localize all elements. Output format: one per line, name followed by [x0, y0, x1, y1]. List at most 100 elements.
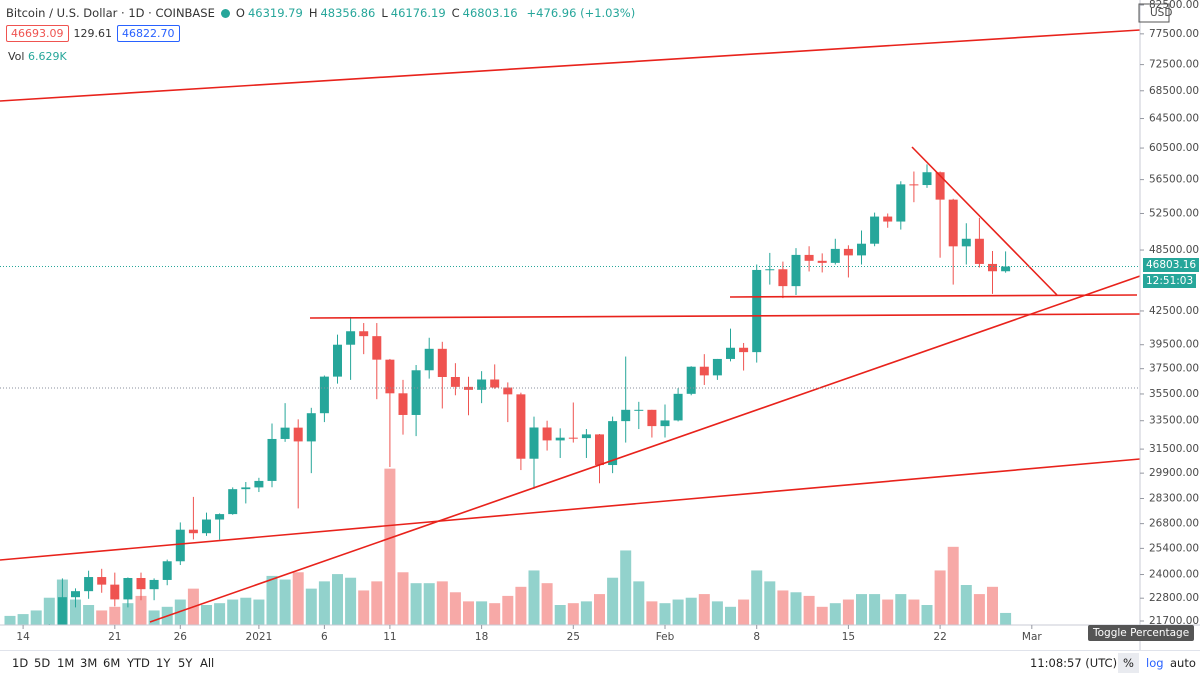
volume-bar: [83, 605, 95, 625]
y-tick-label: 48500.00: [1149, 244, 1199, 256]
volume-bar: [829, 603, 841, 625]
volume-bar: [70, 599, 81, 625]
trend-line: [729, 294, 1138, 298]
candle-layer: [48, 164, 1011, 625]
candle-body: [346, 331, 356, 345]
ohlc-key: O: [235, 6, 245, 20]
volume-value: 6.629K: [27, 50, 67, 63]
candle-body: [778, 269, 788, 287]
volume-bar: [528, 570, 540, 625]
candle-body: [123, 578, 133, 600]
range-button[interactable]: 6M: [103, 656, 121, 670]
candle-body: [791, 254, 801, 287]
volume-bar: [973, 594, 985, 625]
candle-body: [149, 579, 159, 590]
range-button[interactable]: 5D: [34, 656, 51, 670]
volume-title: Vol: [8, 50, 25, 63]
range-button[interactable]: All: [200, 656, 215, 670]
ohlc-key: L: [381, 6, 388, 20]
candle-body: [634, 409, 644, 411]
volume-bar: [358, 590, 370, 625]
candle-body: [765, 269, 775, 271]
range-button[interactable]: 1Y: [156, 656, 171, 670]
bid[interactable]: 46693.09: [6, 25, 69, 42]
y-tick-label: 39500.00: [1149, 339, 1199, 351]
candle-body: [1001, 266, 1011, 272]
ask[interactable]: 46822.70: [117, 25, 180, 42]
volume-bar: [672, 599, 684, 625]
volume-bar: [436, 581, 448, 625]
symbol: Bitcoin / U.S. Dollar · 1D · COINBASE: [6, 6, 215, 20]
volume-bar: [987, 586, 998, 625]
y-tick-label: 68500.00: [1149, 85, 1199, 97]
volume-bar: [345, 577, 357, 625]
candle-body: [870, 216, 880, 244]
candle-body: [529, 427, 539, 459]
ohlc-value: 46319.79: [247, 6, 303, 20]
log-toggle[interactable]: log: [1146, 656, 1164, 670]
trend-line: [309, 313, 1140, 319]
range-button[interactable]: 3M: [80, 656, 98, 670]
volume-bar: [725, 606, 736, 625]
candle-body: [581, 434, 591, 439]
candle-body: [922, 172, 932, 186]
volume-bar: [17, 614, 29, 625]
volume-bar: [371, 581, 383, 625]
x-tick-label: 6: [321, 631, 328, 643]
candle-body: [84, 577, 94, 592]
candle-body: [935, 172, 945, 200]
candle-body: [110, 584, 120, 600]
candle-body: [961, 238, 971, 247]
volume-bar: [266, 575, 278, 625]
volume-bar: [856, 594, 867, 625]
y-tick-label: 82500.00: [1149, 0, 1199, 11]
candle-body: [647, 409, 657, 427]
volume-bar: [148, 610, 160, 625]
y-tick-label: 77500.00: [1149, 28, 1199, 40]
y-tick-label: 21700.00: [1149, 615, 1199, 627]
y-tick-label: 31500.00: [1149, 443, 1199, 455]
volume-bar: [397, 572, 409, 625]
volume-bar: [777, 590, 789, 625]
range-button[interactable]: 1D: [12, 656, 29, 670]
percent-toggle[interactable]: %: [1118, 653, 1139, 673]
volume-bar: [567, 603, 579, 625]
tooltip: Toggle Percentage: [1088, 625, 1195, 641]
volume-bar: [934, 570, 946, 625]
candle-body: [896, 184, 906, 222]
trend-line: [911, 146, 1058, 296]
candle-body: [437, 348, 447, 377]
candle-body: [660, 420, 670, 427]
volume-bar: [790, 592, 802, 625]
candle-body: [359, 331, 369, 337]
range-button[interactable]: 5Y: [178, 656, 193, 670]
candle-body: [71, 591, 80, 598]
axis-layer: 82500.00 77500.00 72500.00 68500.00 64500.00…: [0, 0, 1199, 643]
volume-bar: [646, 601, 658, 625]
range-button[interactable]: YTD: [127, 656, 150, 670]
volume-bar: [895, 594, 907, 625]
volume-bar: [410, 583, 422, 625]
y-tick-label: 29900.00: [1149, 467, 1199, 479]
status-dot: [220, 8, 230, 18]
range-button[interactable]: 1M: [57, 656, 75, 670]
y-tick-label: 22800.00: [1149, 592, 1199, 604]
candle-body: [673, 393, 683, 421]
volume-bar: [449, 592, 461, 625]
candle-body: [202, 519, 211, 534]
y-tick-label: 60500.00: [1149, 142, 1199, 154]
candle-body: [739, 347, 749, 353]
candle-body: [857, 243, 866, 256]
candle-body: [306, 413, 316, 442]
y-tick-label: 28300.00: [1149, 493, 1199, 505]
y-tick-label: 52500.00: [1149, 207, 1199, 219]
x-tick-label: 25: [567, 631, 580, 643]
trend-lines: [0, 29, 1140, 623]
auto-toggle[interactable]: auto: [1170, 656, 1196, 670]
candle-body: [752, 269, 762, 353]
candle-body: [503, 387, 513, 395]
y-tick-label: 42500.00: [1149, 305, 1199, 317]
quote-row: 46693.09 129.61 46822.70: [6, 25, 180, 42]
x-tick-label: 8: [753, 631, 760, 643]
